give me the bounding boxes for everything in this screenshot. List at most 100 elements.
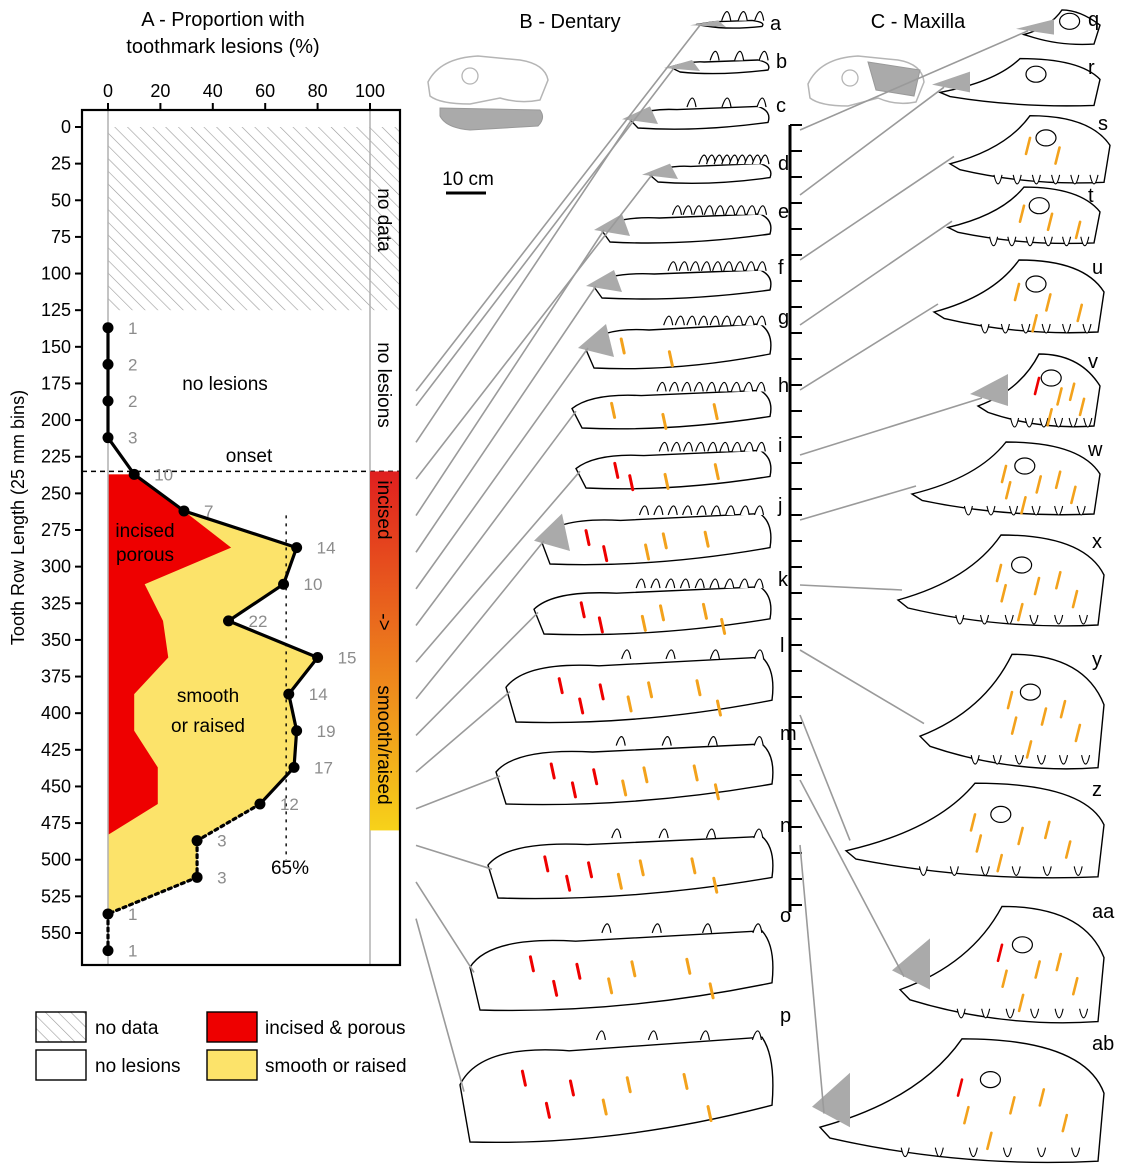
sample-count: 15 (338, 648, 357, 667)
tooth (670, 441, 682, 452)
maxilla-outline (844, 782, 1105, 879)
incised-to-smooth-zone-bar (370, 471, 400, 831)
missing-bone-region (622, 106, 658, 124)
tooth (756, 97, 767, 108)
y-tick-label: 425 (41, 740, 71, 760)
tooth (1002, 1147, 1012, 1158)
lesion-mark (661, 532, 668, 550)
tooth (1036, 754, 1046, 765)
lesion-mark (584, 529, 591, 547)
tooth (1036, 1147, 1047, 1158)
tooth (739, 505, 750, 516)
lesion-mark (1076, 303, 1084, 323)
y-tick-label: 500 (41, 850, 71, 870)
dentary-leader (415, 410, 577, 626)
dentary-outline (533, 586, 772, 636)
tooth (1005, 1008, 1015, 1019)
data-point (102, 432, 114, 444)
tooth (656, 381, 667, 392)
lesion-mark (1018, 204, 1026, 223)
series-segment (132, 472, 186, 513)
tooth (1089, 174, 1099, 185)
tooth (665, 578, 676, 589)
dentary-outline (590, 269, 772, 300)
y-tick-label: 150 (41, 337, 71, 357)
tooth (993, 174, 1003, 185)
maxilla-label: y (1092, 649, 1102, 671)
data-point (102, 945, 114, 957)
lesion-mark (602, 545, 609, 563)
tooth (1014, 754, 1024, 765)
dentary-outline (487, 835, 774, 900)
maxilla-label: v (1088, 351, 1098, 373)
tooth (963, 505, 973, 516)
no-lesions-inner-label: no lesions (182, 374, 268, 395)
tooth (751, 1030, 762, 1041)
lesion-mark (568, 1079, 575, 1097)
tooth (743, 381, 754, 392)
dentary-leader (415, 611, 539, 736)
lesion-mark (630, 960, 637, 978)
lesion-mark (642, 766, 649, 784)
series-segment (287, 692, 299, 733)
lesion-mark (663, 472, 670, 490)
tooth (663, 315, 674, 326)
panel-a-title-line1: A - Proportion with (141, 9, 304, 31)
dentary-leader-lines (415, 24, 701, 1092)
tooth (734, 261, 745, 271)
tooth (1053, 417, 1064, 428)
tooth (732, 315, 744, 326)
y-tick-label: 175 (41, 373, 71, 393)
sample-count: 3 (128, 429, 137, 448)
sample-count: 10 (154, 465, 173, 484)
series-segment (258, 765, 296, 806)
tooth (1007, 236, 1017, 247)
lesion-mark (628, 474, 635, 492)
y-tick-label: 25 (51, 154, 71, 174)
tooth (734, 50, 745, 61)
tooth (723, 261, 734, 271)
tooth (700, 261, 712, 271)
x-tick-label: 100 (355, 81, 385, 101)
tooth (755, 441, 766, 452)
tooth (918, 866, 928, 876)
tooth (686, 315, 697, 326)
series-lines (106, 326, 320, 953)
dentary-label: p (780, 1005, 791, 1027)
antorbital-fenestra (1014, 457, 1036, 475)
lesion-mark (701, 602, 708, 620)
dentary-leader (415, 881, 475, 973)
dentary-leader (415, 229, 605, 517)
tooth (696, 505, 707, 516)
lesion-mark (1004, 480, 1012, 500)
tooth (753, 505, 765, 516)
smooth-raised-zone-label: smooth/raised (373, 685, 394, 804)
tooth (934, 1147, 944, 1158)
legend-swatch-no-data (35, 1011, 87, 1043)
series-segment (281, 545, 299, 586)
tooth (754, 649, 765, 660)
tooth (1071, 1147, 1081, 1158)
tooth (709, 649, 720, 660)
lesion-mark (712, 403, 719, 421)
lesion-mark (616, 872, 623, 890)
lesion-mark (565, 874, 572, 892)
series-segment (106, 875, 199, 916)
lesion-mark (713, 783, 720, 801)
lesion-mark (1017, 602, 1024, 622)
tooth (1031, 174, 1041, 185)
lesion-mark (1068, 382, 1076, 402)
tooth (1070, 174, 1080, 185)
dentary-label: l (780, 635, 784, 657)
dentary-outline (646, 162, 772, 184)
lesion-mark (597, 616, 604, 634)
maxilla-outline (948, 114, 1111, 184)
tooth (681, 381, 692, 392)
dentary-leader (415, 24, 701, 392)
tooth (1068, 417, 1078, 428)
lesion-mark (570, 781, 577, 799)
tooth (658, 441, 669, 452)
dentary-leader (415, 67, 675, 407)
tooth (1043, 236, 1053, 247)
lesion-mark (1010, 716, 1018, 735)
